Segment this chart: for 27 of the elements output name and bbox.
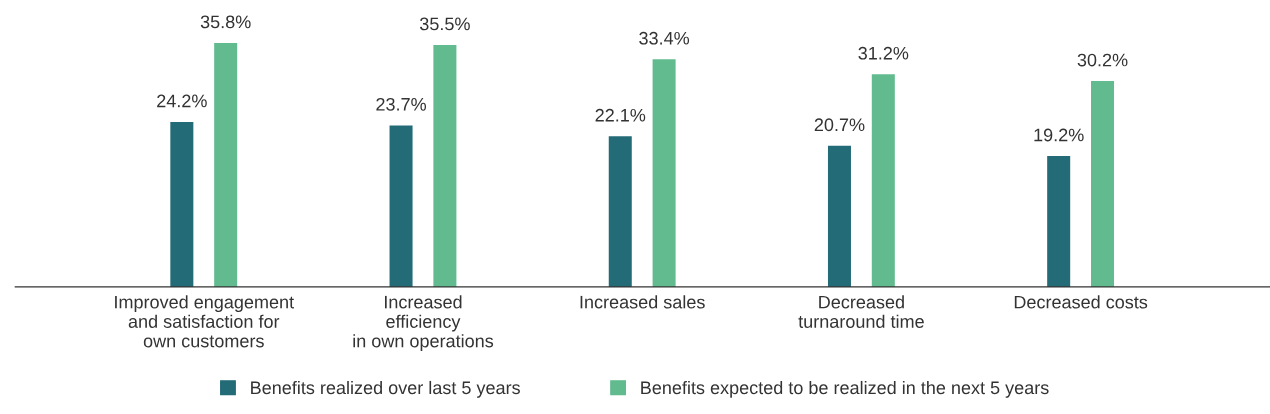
legend-label: Benefits expected to be realized in the next 5 years	[641, 380, 1049, 398]
data-label: 20.7%	[814, 118, 865, 132]
data-label: 35.8%	[200, 15, 251, 29]
legend-label: Benefits realized over last 5 years	[251, 380, 520, 398]
data-label: 31.2%	[858, 46, 909, 60]
data-label: 30.2%	[1077, 53, 1128, 67]
bar	[214, 42, 238, 287]
data-label: 24.2%	[157, 94, 207, 108]
data-label: 19.2%	[1034, 128, 1084, 142]
bar	[608, 136, 632, 287]
bar	[1047, 156, 1071, 287]
bar	[1091, 81, 1115, 287]
bar	[827, 145, 851, 287]
x-tick-label: Increased sales	[580, 295, 705, 309]
bar	[170, 121, 194, 287]
data-label: 23.7%	[376, 97, 427, 111]
bar	[871, 74, 895, 287]
bar	[652, 59, 676, 287]
x-tick-label: Decreased turnaround time	[798, 295, 924, 328]
bar	[433, 44, 457, 287]
bar	[389, 125, 413, 287]
data-label: 33.4%	[639, 31, 690, 45]
x-tick-label: Increased efficiency in own operations	[353, 295, 494, 351]
x-tick-label: Improved engagement and satisfaction for own customers	[115, 295, 294, 348]
data-label: 35.5%	[419, 17, 470, 31]
data-label: 22.1%	[595, 108, 646, 122]
x-tick-label: Decreased costs	[1014, 295, 1148, 309]
